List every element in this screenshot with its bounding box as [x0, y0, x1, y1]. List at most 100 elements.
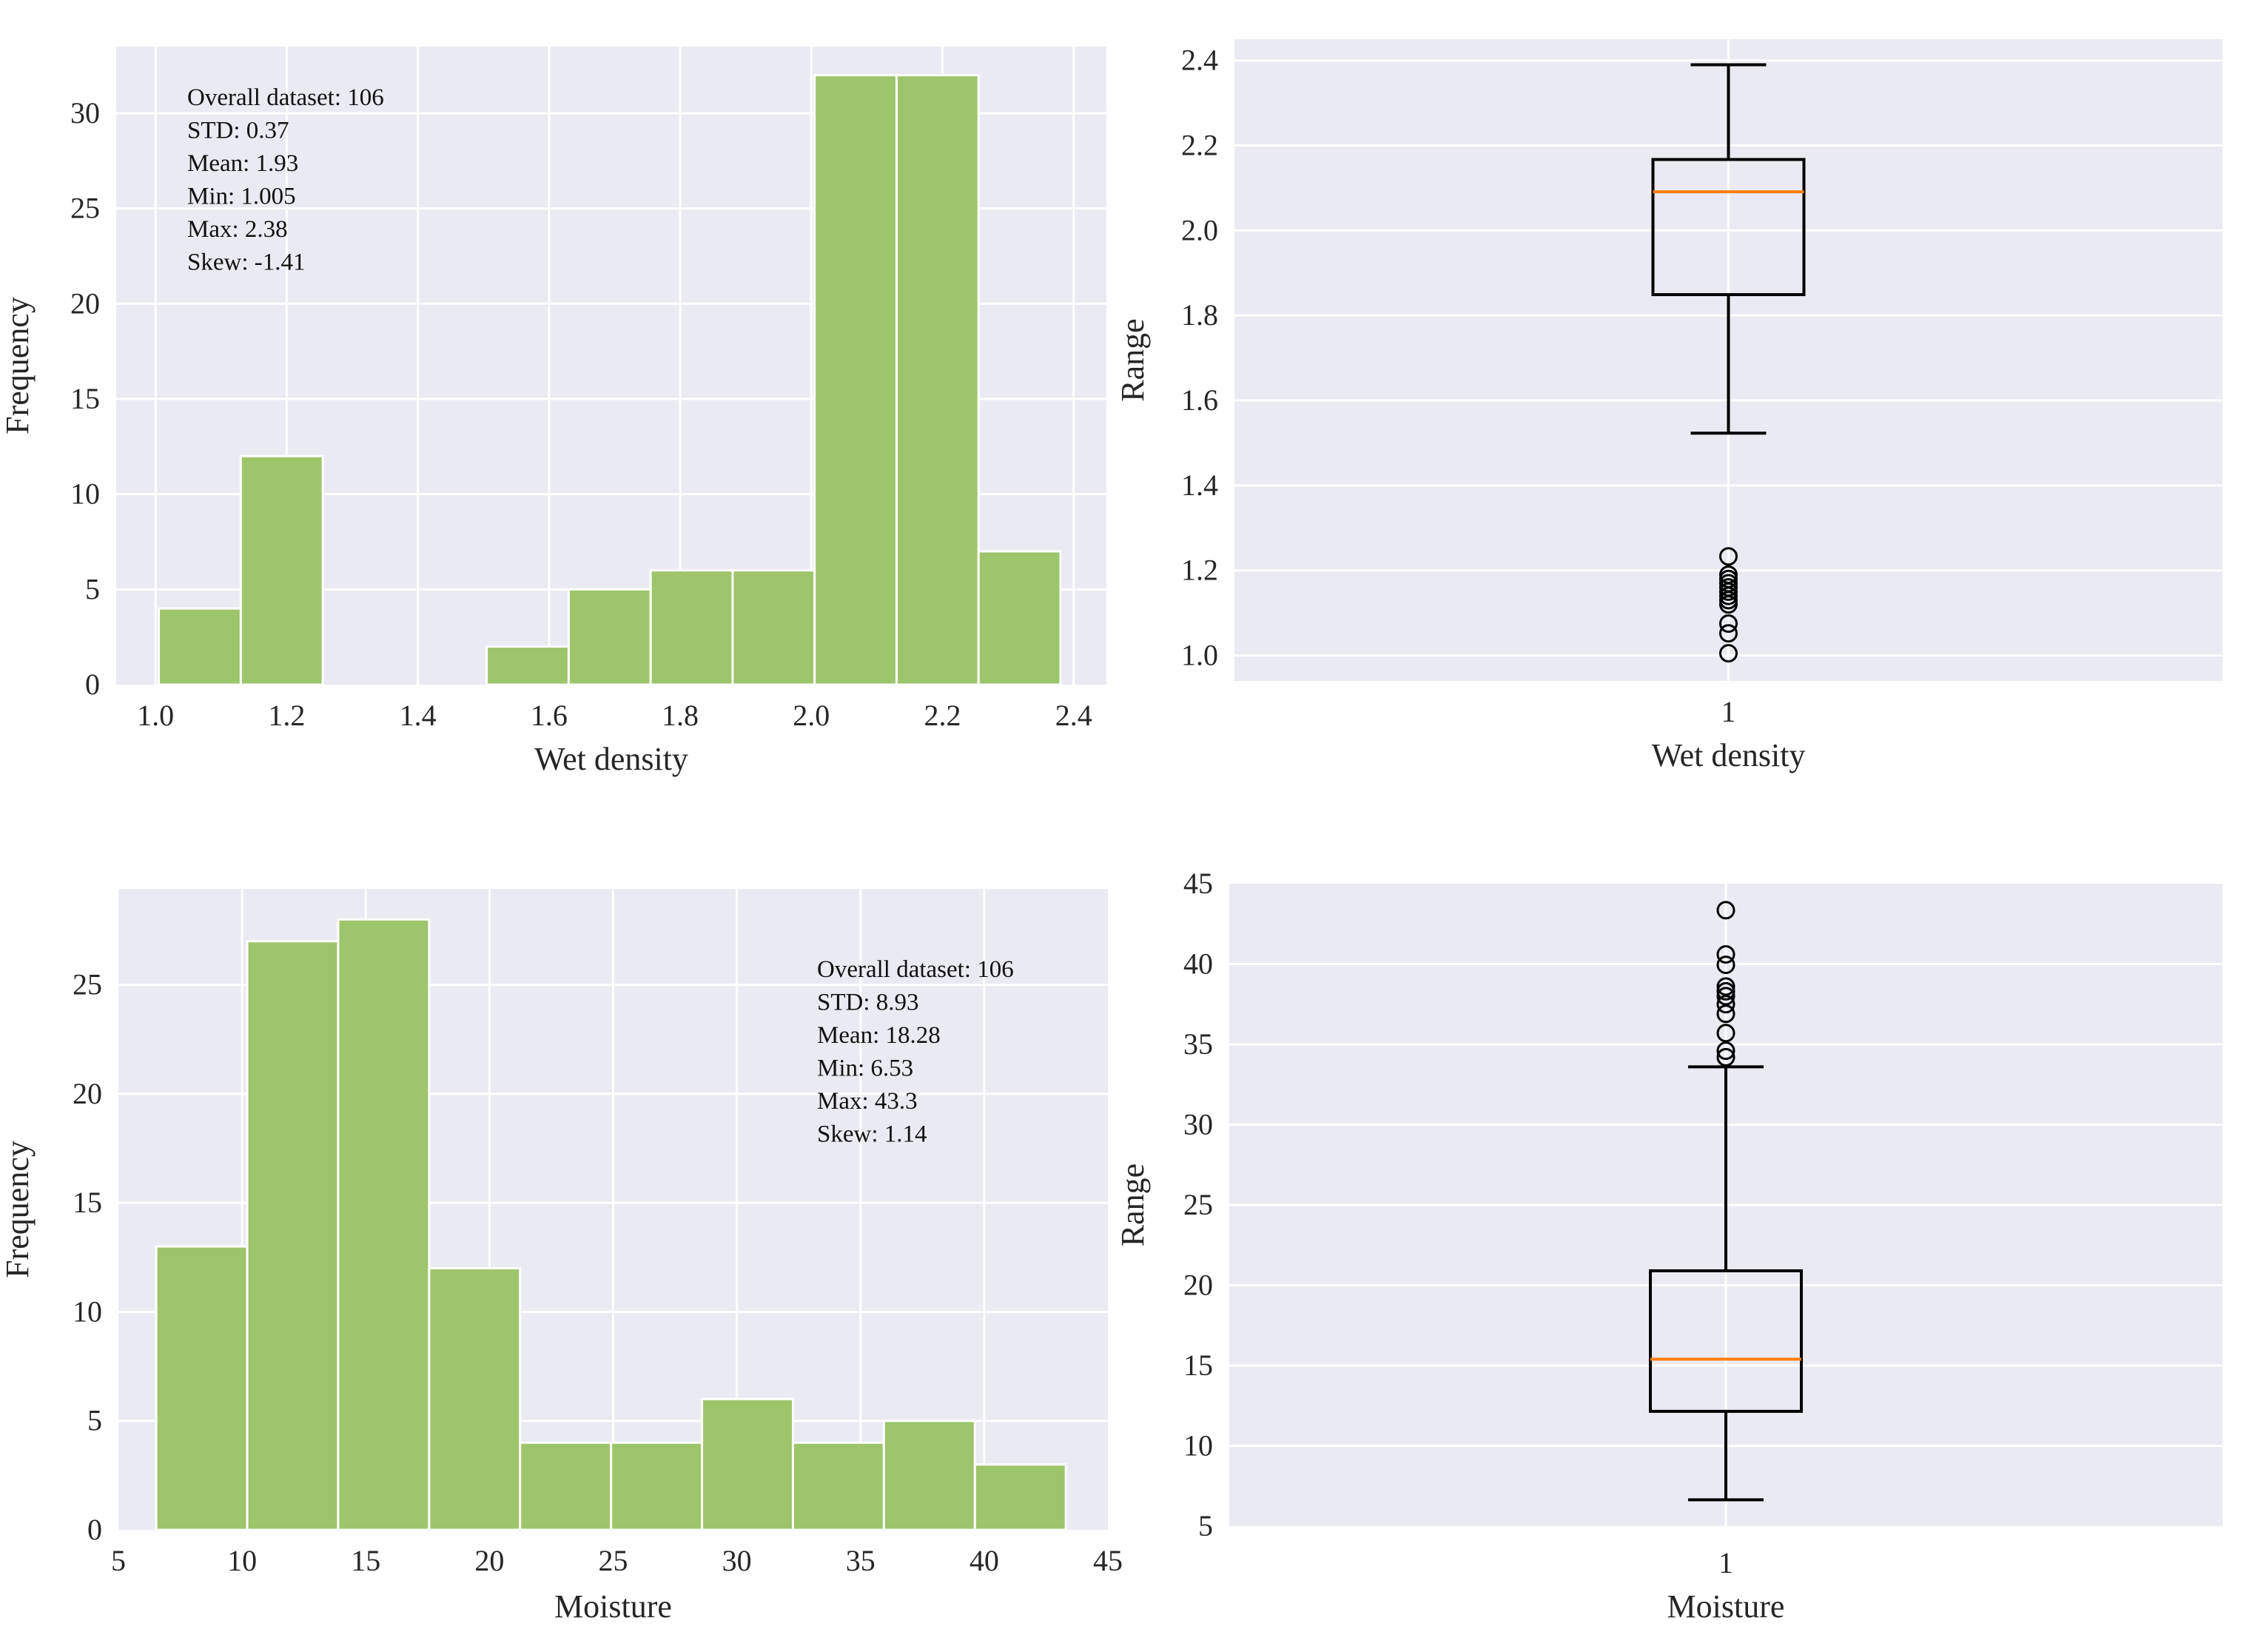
x-tick-label: 2.2 — [924, 699, 961, 732]
x-tick-label: 1.0 — [137, 699, 174, 732]
y-tick-label: 1.8 — [1181, 298, 1218, 332]
outlier-point — [1716, 1004, 1735, 1024]
histogram-bar — [246, 940, 340, 1531]
outlier-point — [1719, 614, 1738, 633]
histogram-bar — [813, 74, 898, 686]
histogram-bar — [791, 1441, 885, 1531]
outlier-point — [1716, 944, 1735, 964]
x-axis-label: Moisture — [554, 1588, 672, 1625]
x-tick-label: 20 — [474, 1544, 504, 1577]
y-tick-label: 5 — [85, 572, 100, 605]
x-tick-label: 1.8 — [662, 699, 699, 732]
y-tick-label: 25 — [73, 968, 102, 1001]
y-tick-label: 1.2 — [1181, 554, 1218, 587]
histogram-bar — [882, 1420, 976, 1531]
histogram-bar — [239, 454, 324, 686]
y-tick-label: 15 — [1183, 1349, 1213, 1382]
y-tick-label: 1.6 — [1181, 383, 1218, 417]
stats-annotation-line: STD: 8.93 — [817, 990, 919, 1016]
y-tick-label: 35 — [1183, 1027, 1213, 1061]
outlier-point — [1716, 956, 1735, 975]
y-tick-label: 5 — [87, 1404, 102, 1437]
outlier-point — [1716, 977, 1735, 996]
histogram-bar — [567, 588, 652, 686]
x-tick-label: 1 — [1721, 695, 1736, 728]
stats-annotation-line: Mean: 1.93 — [187, 150, 298, 177]
stats-annotation-line: Overall dataset: 106 — [187, 84, 384, 111]
histogram-bar — [428, 1267, 522, 1531]
iqr-box — [1651, 158, 1806, 297]
histogram-bar — [701, 1397, 794, 1531]
y-tick-label: 2.4 — [1181, 44, 1218, 77]
histogram-bar — [337, 918, 431, 1531]
y-axis-label: Frequency — [0, 1141, 36, 1278]
y-tick-label: 20 — [73, 1077, 102, 1110]
y-tick-label: 20 — [1183, 1269, 1213, 1302]
y-tick-label: 0 — [85, 668, 100, 701]
histogram-bar — [610, 1441, 704, 1531]
y-tick-label: 40 — [1183, 947, 1213, 981]
y-axis-label: Frequency — [0, 297, 36, 434]
y-tick-label: 25 — [70, 192, 100, 225]
y-tick-label: 10 — [70, 477, 100, 511]
iqr-box — [1649, 1269, 1803, 1413]
x-tick-label: 15 — [351, 1544, 380, 1577]
box_moisture-panel: 5 10 15 20 25 30 35 40 45 1 Moisture Range — [1115, 867, 2222, 1625]
outlier-point — [1716, 1041, 1735, 1061]
x-axis-label: Moisture — [1667, 1588, 1785, 1625]
stats-annotation-line: Min: 1.005 — [187, 184, 296, 210]
histogram-bar — [731, 569, 816, 686]
histogram-bar — [895, 74, 980, 686]
outlier-point — [1716, 901, 1735, 920]
y-tick-label: 10 — [73, 1295, 102, 1328]
x-tick-label: 2.4 — [1055, 699, 1092, 732]
y-tick-label: 2.2 — [1181, 129, 1218, 162]
stats-annotation-line: Mean: 18.28 — [817, 1022, 941, 1049]
y-tick-label: 25 — [1183, 1188, 1213, 1221]
y-tick-label: 20 — [70, 286, 100, 320]
box_wet_density-panel: 1.0 1.2 1.4 1.6 1.8 2.0 2.2 2.4 1 Wet density Rang… — [1115, 39, 2222, 773]
outlier-point — [1716, 987, 1735, 1006]
outlier-point — [1719, 547, 1738, 566]
y-axis-label: Range — [1115, 1164, 1151, 1246]
outlier-point — [1719, 565, 1738, 584]
y-tick-label: 45 — [1183, 867, 1213, 900]
histogram-bar — [158, 607, 242, 686]
x-tick-label: 45 — [1093, 1544, 1123, 1577]
y-tick-label: 15 — [70, 382, 100, 415]
stats-annotation-line: Max: 2.38 — [187, 216, 288, 243]
x-tick-label: 1.4 — [400, 699, 437, 732]
stats-annotation-line: Max: 43.3 — [817, 1088, 918, 1115]
y-tick-label: 30 — [1183, 1108, 1213, 1141]
y-tick-label: 10 — [1183, 1429, 1213, 1463]
histogram-bar — [649, 569, 734, 686]
stats-annotation-line: Skew: 1.14 — [817, 1121, 927, 1148]
y-tick-label: 0 — [87, 1513, 102, 1546]
x-tick-label: 30 — [722, 1544, 752, 1577]
hist_wet_density-panel: 1.0 1.2 1.4 1.6 1.8 2.0 2.2 2.4 0 5 10 15 20 25 30 Over… — [0, 47, 1106, 777]
y-tick-label: 1.4 — [1181, 469, 1218, 502]
outlier-point — [1716, 1047, 1735, 1067]
histogram-bar — [485, 645, 570, 686]
y-axis-label: Range — [1115, 318, 1151, 401]
stats-annotation-line: Min: 6.53 — [817, 1055, 913, 1082]
x-tick-label: 40 — [969, 1544, 999, 1577]
outlier-point — [1716, 995, 1735, 1014]
x-tick-label: 2.0 — [793, 699, 830, 732]
x-tick-label: 5 — [111, 1544, 126, 1577]
outlier-point — [1716, 1024, 1735, 1043]
x-tick-label: 10 — [227, 1544, 257, 1577]
outlier-point — [1716, 981, 1735, 1001]
x-tick-label: 1.6 — [531, 699, 568, 732]
y-tick-label: 1.0 — [1181, 639, 1218, 672]
histogram-bar — [977, 550, 1062, 686]
stats-annotation-line: Overall dataset: 106 — [817, 956, 1014, 983]
stats-annotation-line: STD: 0.37 — [187, 118, 289, 144]
stats-annotation-line: Skew: -1.41 — [187, 249, 306, 276]
y-tick-label: 5 — [1198, 1509, 1213, 1542]
x-axis-label: Wet density — [1652, 737, 1806, 773]
histogram-bar — [155, 1245, 249, 1531]
y-tick-label: 2.0 — [1181, 213, 1218, 246]
